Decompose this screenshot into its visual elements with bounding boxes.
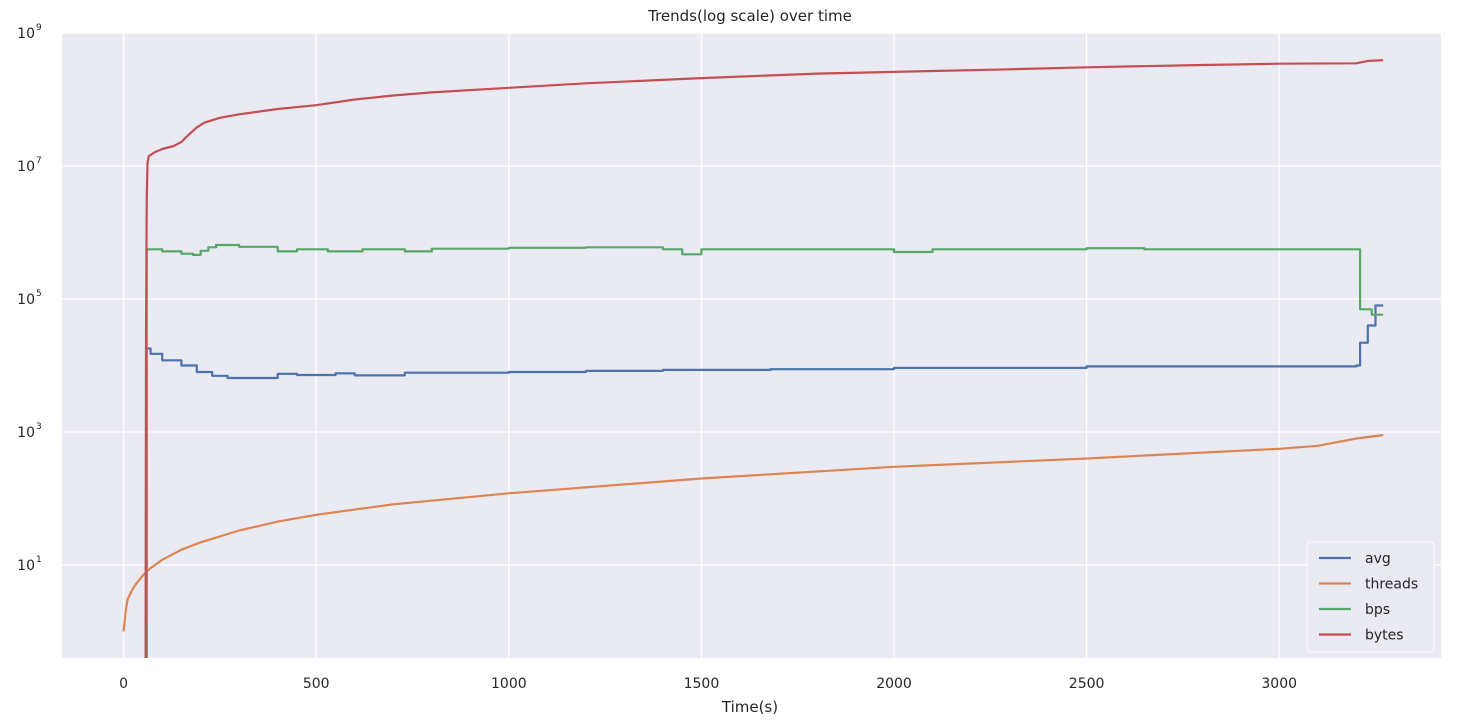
series-line-bytes bbox=[144, 59, 1384, 658]
legend-box bbox=[1306, 541, 1435, 653]
y-tick-label: 10 1 bbox=[17, 555, 42, 574]
y-tick-base: 10 bbox=[17, 425, 35, 441]
x-tick-label: 2000 bbox=[876, 676, 912, 692]
y-tick-label: 10 9 bbox=[17, 23, 42, 42]
y-tick-exponent: 7 bbox=[36, 156, 42, 166]
y-tick-exponent: 9 bbox=[36, 23, 42, 33]
legend-label: bytes bbox=[1365, 628, 1404, 644]
y-tick-exponent: 3 bbox=[36, 422, 42, 432]
y-tick-base: 10 bbox=[17, 292, 35, 308]
series-lines bbox=[122, 59, 1384, 658]
legend-item-threads: threads bbox=[1319, 577, 1418, 593]
series-line-threads bbox=[122, 434, 1384, 632]
x-axis-label: Time(s) bbox=[721, 698, 778, 716]
x-tick-label: 1000 bbox=[491, 676, 527, 692]
y-tick-label: 10 5 bbox=[17, 289, 42, 308]
y-tick-exponent: 1 bbox=[36, 555, 42, 565]
y-tick-base: 10 bbox=[17, 159, 35, 175]
x-tick-label: 3000 bbox=[1261, 676, 1297, 692]
x-tick-label: 1500 bbox=[684, 676, 720, 692]
series-line-avg bbox=[145, 304, 1384, 658]
legend-item-bytes: bytes bbox=[1319, 628, 1404, 644]
x-tick-label: 500 bbox=[303, 676, 330, 692]
y-tick-label: 10 3 bbox=[17, 422, 42, 441]
x-tick-label: 0 bbox=[119, 676, 128, 692]
legend-label: bps bbox=[1365, 602, 1390, 618]
y-tick-exponent: 5 bbox=[36, 289, 42, 299]
legend-item-avg: avg bbox=[1319, 551, 1391, 567]
legend-label: avg bbox=[1365, 551, 1391, 567]
plot-area bbox=[62, 33, 1441, 658]
grid-lines bbox=[62, 32, 1441, 658]
chart-title: Trends(log scale) over time bbox=[647, 7, 852, 25]
legend-item-bps: bps bbox=[1319, 602, 1390, 618]
legend: avg threads bps bytes bbox=[1306, 541, 1435, 653]
x-axis-ticks: 0 500 1000 1500 2000 2500 3000 bbox=[119, 676, 1297, 692]
series-line-bps bbox=[145, 243, 1384, 658]
legend-label: threads bbox=[1365, 577, 1418, 593]
y-tick-base: 10 bbox=[17, 26, 35, 42]
y-tick-base: 10 bbox=[17, 558, 35, 574]
x-tick-label: 2500 bbox=[1069, 676, 1105, 692]
y-tick-label: 10 7 bbox=[17, 156, 42, 175]
